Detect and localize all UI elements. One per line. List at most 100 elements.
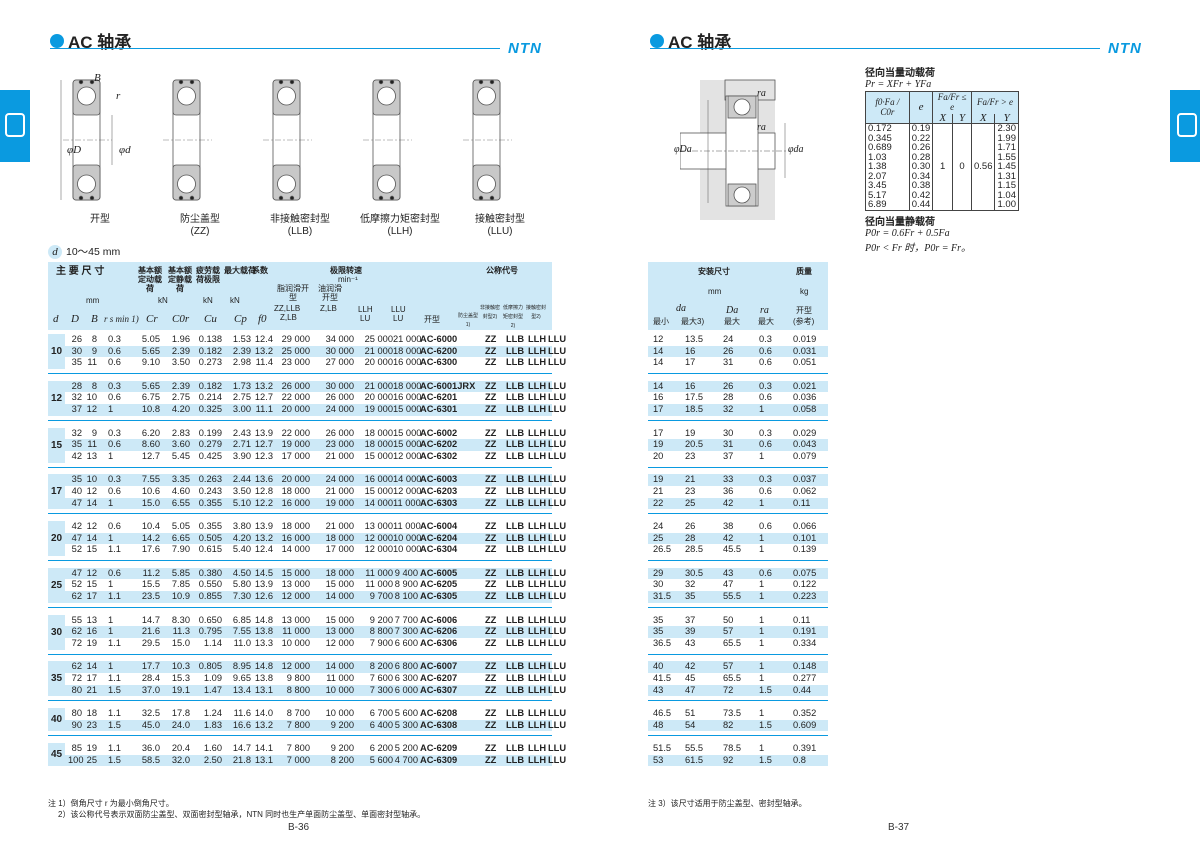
cell: 12.3 bbox=[254, 450, 273, 461]
table-row: 62 16 1 21.6 11.3 0.795 7.55 13.8 11 000 13 000 8 … bbox=[48, 626, 566, 638]
cell: 17.6 bbox=[141, 544, 160, 555]
seal-code: LLU bbox=[548, 754, 567, 765]
cell: 16 bbox=[86, 626, 97, 637]
bore-diameter-cell: 17 bbox=[48, 474, 65, 510]
hdr-llu: LLU bbox=[391, 305, 406, 314]
cell: 0.334 bbox=[793, 637, 817, 648]
seal-code: LLB bbox=[506, 661, 525, 672]
bearing-drawing-part bbox=[378, 195, 384, 201]
seal-code: LLH bbox=[528, 743, 547, 754]
y2-value: 1.04 bbox=[994, 190, 1019, 200]
hdr-y2: Y bbox=[994, 112, 1019, 124]
cell: 35 bbox=[71, 439, 82, 450]
table-group: 15 32 9 0.3 6.20 2.83 0.199 2.43 13.9 22 000 26 00… bbox=[48, 427, 566, 463]
table-row: 47 14 1 15.0 6.55 0.355 5.10 12.2 16 000 19 000 14… bbox=[48, 497, 566, 510]
equivalent-load-panel: 径向当量动载荷 Pr = XFr + YFa f0·Fa / C0r e Fa/Fr… bbox=[865, 64, 1020, 254]
group-separator bbox=[648, 556, 828, 568]
table-group: 12 28 8 0.3 5.65 2.39 0.182 1.73 13.2 26 000 30 00… bbox=[48, 380, 566, 416]
cell: 82 bbox=[723, 719, 734, 730]
cell: 32.0 bbox=[171, 754, 190, 765]
cell: 9 400 bbox=[394, 567, 418, 578]
cell: 1 bbox=[759, 532, 765, 543]
cell: AC-6307 bbox=[420, 684, 458, 695]
cell: 12 000 bbox=[364, 544, 393, 555]
cell: 12 000 bbox=[393, 450, 422, 461]
cell: 1 bbox=[108, 614, 114, 625]
dyn-formula: Pr = XFr + YFa bbox=[865, 79, 932, 90]
cell: 10.9 bbox=[171, 591, 190, 602]
cell: 20 bbox=[653, 450, 664, 461]
bore-diameter-cell: 25 bbox=[48, 567, 65, 603]
cell: AC-6203 bbox=[420, 485, 458, 496]
seal-code: LLU bbox=[548, 544, 567, 555]
e-value: 0.19 bbox=[908, 123, 934, 134]
cell: 12.6 bbox=[254, 591, 273, 602]
cell: 7.55 bbox=[141, 474, 160, 485]
cell: 21 000 bbox=[364, 345, 393, 356]
cell: 11.6 bbox=[233, 708, 251, 718]
cell: 13.1 bbox=[254, 684, 273, 695]
cell: 20 000 bbox=[364, 392, 393, 403]
seal-code: LLU bbox=[548, 591, 567, 602]
cell: 5 600 bbox=[394, 708, 418, 718]
seal-code: LLU bbox=[548, 719, 567, 730]
cell: 12 000 bbox=[325, 637, 354, 648]
cell: 5.45 bbox=[171, 450, 190, 461]
table-row: 40 42 57 1 0.148 bbox=[648, 661, 828, 673]
cell: 13 000 bbox=[364, 521, 393, 531]
page-number-right: B-37 bbox=[888, 822, 910, 833]
cell: 0.6 bbox=[759, 521, 772, 531]
table-row: 55 13 1 14.7 8.30 0.650 6.85 14.8 13 000 15 000 9 … bbox=[48, 614, 566, 627]
table-row: 14 16 26 0.6 0.031 bbox=[648, 345, 828, 358]
group-separator bbox=[648, 696, 828, 708]
table-row: 31.5 35 55.5 1 0.223 bbox=[648, 591, 828, 603]
cell: 1 bbox=[108, 404, 114, 415]
bearing-drawing-part bbox=[478, 79, 484, 85]
cell: 10 000 bbox=[325, 708, 354, 718]
seal-code: LLH bbox=[528, 439, 547, 450]
seal-code: LLH bbox=[528, 357, 547, 368]
cell: 14.5 bbox=[254, 567, 273, 578]
cell: 36.5 bbox=[653, 637, 672, 648]
bearing-type-caption: 防尘盖型 (ZZ) bbox=[150, 214, 250, 238]
e-value: 0.44 bbox=[908, 200, 934, 210]
cell: 1.5 bbox=[108, 684, 121, 695]
seal-code: LLU bbox=[548, 474, 567, 485]
cell: 5.65 bbox=[141, 380, 160, 391]
seal-code: LLB bbox=[506, 579, 525, 590]
f0fa-value: 3.45 bbox=[865, 181, 910, 191]
cell: 0.615 bbox=[198, 544, 222, 555]
cell: 0.11 bbox=[793, 497, 811, 508]
cell: 21.8 bbox=[232, 754, 251, 765]
table-row: 17 19 30 0.3 0.029 bbox=[648, 428, 828, 440]
seal-code: ZZ bbox=[485, 719, 497, 730]
group-separator bbox=[48, 509, 552, 521]
hdr-kn2: kN bbox=[203, 296, 213, 305]
cell: AC-6305 bbox=[420, 591, 458, 602]
cell: 5.10 bbox=[232, 497, 251, 508]
cell: AC-6209 bbox=[420, 743, 458, 754]
cell: 40 bbox=[71, 485, 82, 496]
cell: 12 bbox=[653, 334, 664, 344]
cell: 11 000 bbox=[365, 579, 393, 590]
cell: 8 100 bbox=[394, 591, 418, 602]
seal-code: ZZ bbox=[485, 532, 497, 543]
group-separator bbox=[648, 650, 828, 662]
cell: 0.391 bbox=[793, 743, 817, 754]
seal-code: LLB bbox=[506, 591, 525, 602]
bearing-drawing-part bbox=[277, 174, 296, 194]
cell: 23 bbox=[86, 719, 97, 730]
seal-code: ZZ bbox=[485, 404, 497, 415]
load-factor-table: f0·Fa / C0r e Fa/Fr ≤ e Fa/Fr > e X Y X Y 0.172… bbox=[865, 91, 1020, 211]
y2-value: 1.71 bbox=[994, 143, 1019, 153]
hdr-d: d bbox=[53, 313, 59, 325]
cell: 24.0 bbox=[171, 719, 190, 730]
bearing-drawing-part bbox=[477, 174, 496, 194]
cell: 72 bbox=[71, 672, 82, 683]
cell: 24 000 bbox=[325, 474, 354, 485]
cell: 14.8 bbox=[254, 661, 273, 672]
cell: 57 bbox=[723, 626, 734, 637]
hdr-c0r: C0r bbox=[172, 313, 190, 325]
cell: 30 000 bbox=[325, 380, 354, 391]
f0fa-value: 2.07 bbox=[865, 171, 910, 181]
